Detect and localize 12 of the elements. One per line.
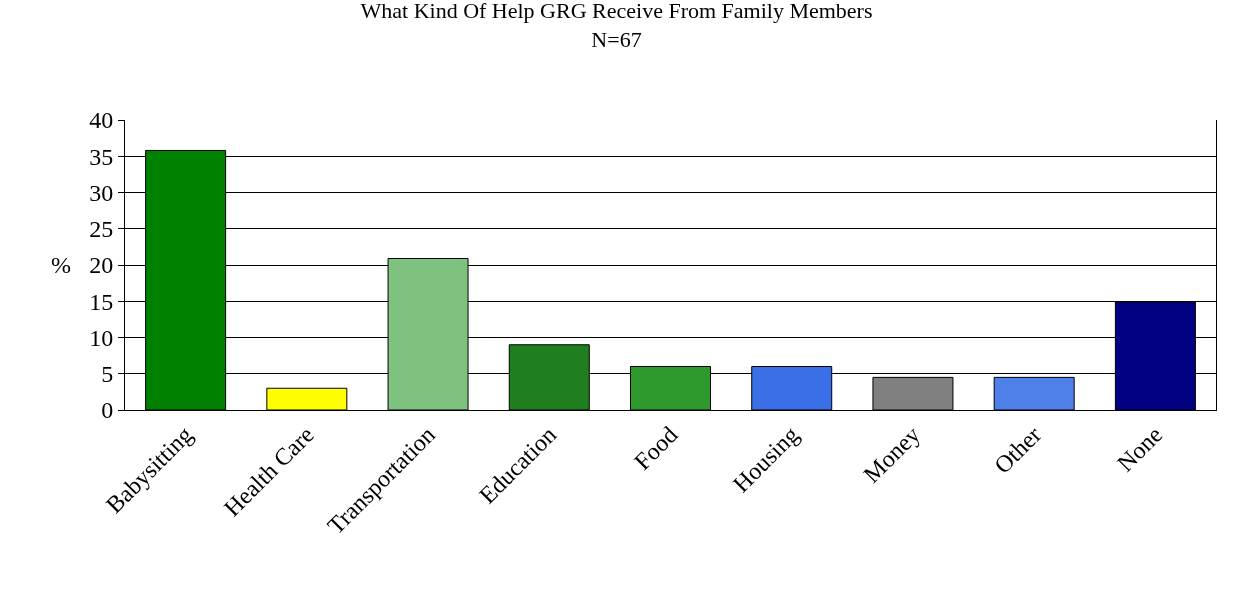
y-tick-label: 40 bbox=[89, 107, 114, 134]
y-tick-label: 30 bbox=[89, 179, 114, 206]
chart-subtitle: N=67 bbox=[591, 26, 642, 52]
y-axis-title: % bbox=[51, 252, 71, 278]
y-tick-label: 25 bbox=[89, 216, 114, 243]
chart-title: What Kind Of Help GRG Receive From Family Members bbox=[360, 0, 873, 24]
y-tick-label: 10 bbox=[89, 324, 114, 351]
y-tick-label: 15 bbox=[89, 288, 114, 315]
y-tick-label: 0 bbox=[101, 397, 114, 424]
y-tick-label: 5 bbox=[101, 361, 114, 388]
y-tick-label: 20 bbox=[89, 252, 114, 279]
y-tick-label: 35 bbox=[89, 143, 114, 170]
